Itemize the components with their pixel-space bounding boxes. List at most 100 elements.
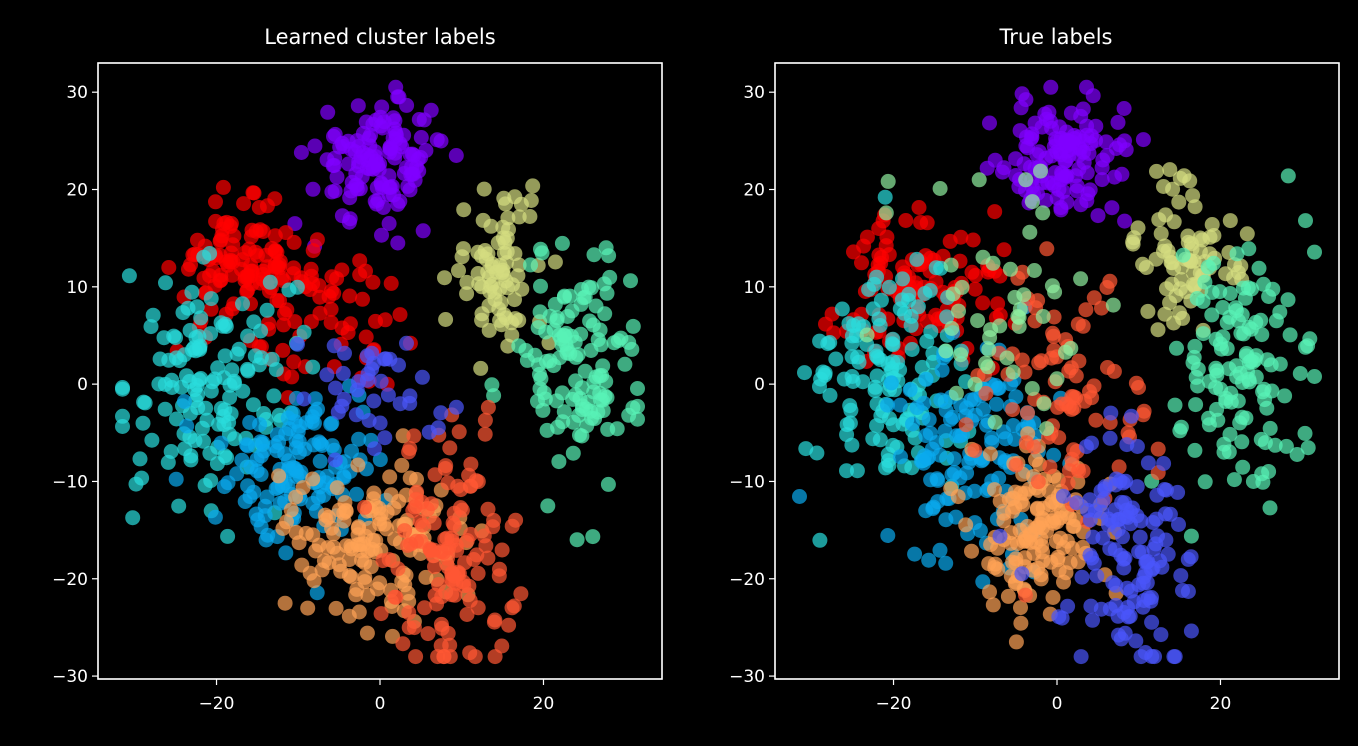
scatter-point — [385, 628, 400, 644]
scatter-point — [271, 468, 287, 484]
scatter-point — [1016, 287, 1032, 303]
scatter-point — [583, 343, 599, 358]
scatter-point — [277, 306, 292, 321]
scatter-point — [136, 394, 152, 410]
scatter-point — [115, 419, 130, 434]
scatter-point — [958, 517, 974, 533]
scatter-point — [1007, 499, 1023, 515]
scatter-point — [143, 319, 159, 335]
scatter-point — [451, 263, 466, 279]
scatter-point — [224, 362, 240, 378]
scatter-point — [1216, 444, 1232, 460]
scatter-point — [981, 342, 997, 358]
scatter-point — [1020, 405, 1035, 421]
scatter-point — [168, 350, 184, 366]
scatter-point — [1063, 340, 1079, 356]
scatter-point — [179, 418, 195, 434]
scatter-point — [1055, 488, 1071, 504]
scatter-point — [849, 463, 865, 479]
scatter-point — [921, 412, 937, 428]
scatter-point — [798, 441, 814, 457]
scatter-point — [459, 274, 475, 290]
scatter-point — [842, 415, 858, 431]
scatter-point — [266, 388, 282, 404]
scatter-point — [1139, 575, 1155, 591]
scatter-point — [237, 494, 253, 509]
scatter-point — [1140, 590, 1156, 606]
scatter-point — [180, 300, 196, 316]
scatter-point — [999, 350, 1015, 366]
scatter-point — [144, 432, 160, 448]
scatter-point — [1229, 369, 1245, 385]
scatter-point — [203, 301, 219, 317]
scatter-point — [1107, 169, 1122, 185]
scatter-point — [1241, 241, 1257, 257]
scatter-point — [1144, 649, 1160, 664]
scatter-point — [982, 115, 997, 131]
scatter-point — [408, 649, 424, 665]
scatter-point — [1136, 403, 1152, 419]
scatter-point — [448, 399, 464, 415]
scatter-point — [1282, 327, 1298, 343]
scatter-point — [431, 577, 447, 592]
scatter-point — [283, 502, 299, 518]
scatter-point — [970, 313, 986, 329]
scatter-point — [1008, 634, 1024, 650]
scatter-point — [289, 469, 305, 485]
scatter-point — [226, 228, 242, 244]
scatter-point — [1069, 495, 1085, 511]
scatter-point — [1129, 479, 1145, 495]
y-tick-label: 10 — [743, 278, 765, 298]
scatter-point — [462, 645, 478, 661]
scatter-point — [978, 355, 994, 371]
scatter-point — [1206, 255, 1222, 271]
scatter-point — [415, 223, 431, 239]
scatter-point — [1036, 396, 1052, 412]
scatter-point — [251, 357, 267, 373]
scatter-point — [401, 605, 417, 621]
scatter-point — [506, 598, 522, 614]
scatter-point — [1188, 397, 1204, 413]
scatter-point — [1053, 130, 1069, 146]
scatter-point — [922, 425, 938, 441]
scatter-point — [1064, 451, 1080, 467]
scatter-point — [240, 478, 256, 494]
scatter-point — [361, 520, 377, 536]
scatter-point — [258, 247, 274, 263]
scatter-point — [1060, 598, 1076, 614]
scatter-point — [227, 375, 242, 391]
scatter-point — [476, 181, 492, 197]
scatter-point — [202, 268, 218, 284]
scatter-point — [872, 432, 888, 448]
scatter-point — [918, 371, 934, 387]
scatter-point — [919, 215, 935, 231]
scatter-point — [311, 278, 327, 294]
scatter-point — [366, 485, 382, 501]
scatter-point — [296, 391, 312, 407]
scatter-point — [414, 369, 430, 385]
scatter-point — [454, 249, 470, 265]
scatter-point — [1082, 547, 1098, 563]
scatter-point — [417, 600, 432, 616]
scatter-point — [1094, 504, 1110, 520]
scatter-point — [1056, 574, 1071, 590]
scatter-point — [1094, 172, 1110, 188]
scatter-point — [475, 212, 491, 228]
scatter-point — [245, 185, 261, 201]
scatter-point — [380, 387, 396, 403]
scatter-point — [892, 362, 908, 378]
scatter-point — [484, 377, 500, 393]
scatter-point — [1129, 439, 1145, 454]
scatter-point — [914, 359, 930, 375]
scatter-point — [391, 89, 407, 105]
scatter-point — [340, 133, 356, 149]
scatter-points — [792, 79, 1322, 665]
scatter-point — [350, 98, 366, 114]
scatter-point — [183, 452, 199, 468]
scatter-point — [504, 327, 520, 343]
scatter-point — [370, 157, 386, 173]
scatter-point — [971, 172, 987, 188]
scatter-point — [272, 293, 287, 309]
scatter-point — [121, 268, 137, 284]
scatter-point — [328, 380, 343, 396]
